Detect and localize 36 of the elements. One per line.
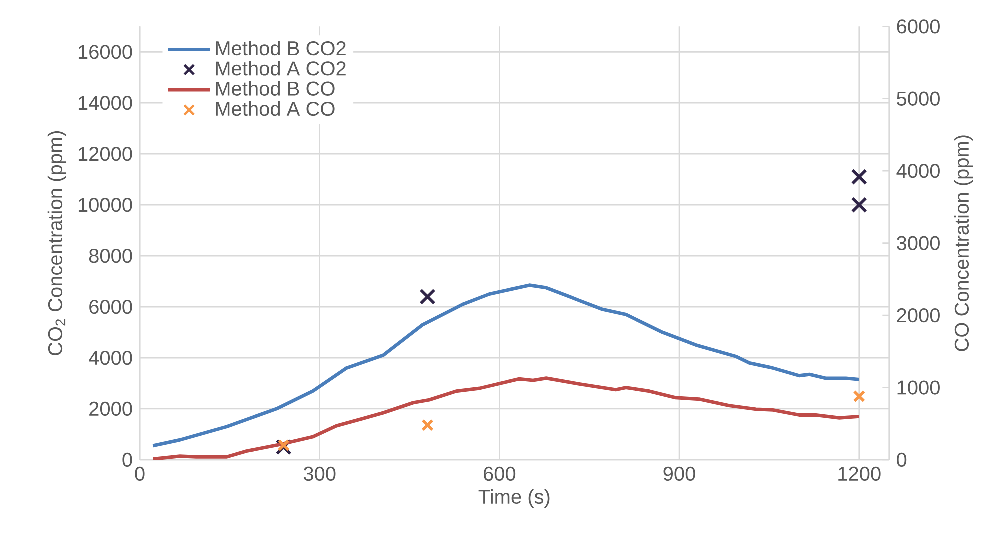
y-tick-label: 8000 [89,248,132,264]
y2-tick-label: 0 [897,452,907,468]
y-tick-label: 14000 [78,96,132,110]
point [853,390,866,403]
point [851,168,868,186]
line-series [151,376,862,460]
point [420,288,436,305]
point [422,419,434,432]
legend-label: Method A CO [216,101,335,116]
line-series [151,284,862,448]
y-tick-label: 16000 [78,45,132,60]
point [851,197,868,214]
y2-tick-label: 2000 [897,308,940,323]
y2-tick-label: 1000 [898,380,940,395]
x-tick-label: 1200 [838,466,881,482]
y-tick-label: 2000 [90,402,132,416]
y2-tick-label: 4000 [896,164,940,178]
y-tick-label: 12000 [78,147,132,162]
x-tick-label: 600 [484,466,516,482]
y2-tick-label: 6000 [897,20,940,34]
x-tick-label: 0 [135,466,145,482]
x-tick-label: 900 [664,466,696,482]
y-tick-label: 0 [122,452,132,468]
y2-axis-title: CO Concentration (ppm) [954,136,973,352]
x-tick-label: 300 [304,466,336,482]
point [278,439,290,452]
legend-label: Method B CO [216,81,335,96]
x-axis-title: Time (s) [478,489,550,508]
legend-label: Method B CO2 [216,40,346,56]
legend-label: Method A CO2 [216,61,346,76]
y2-tick-label: 5000 [897,92,940,106]
y-tick-label: 6000 [90,300,132,314]
y-tick-label: 10000 [78,198,132,212]
y2-tick-label: 3000 [897,236,940,250]
y-tick-label: 4000 [89,350,132,366]
y-axis-title: CO$_{2}$ Concentration (ppm) [48,131,67,356]
